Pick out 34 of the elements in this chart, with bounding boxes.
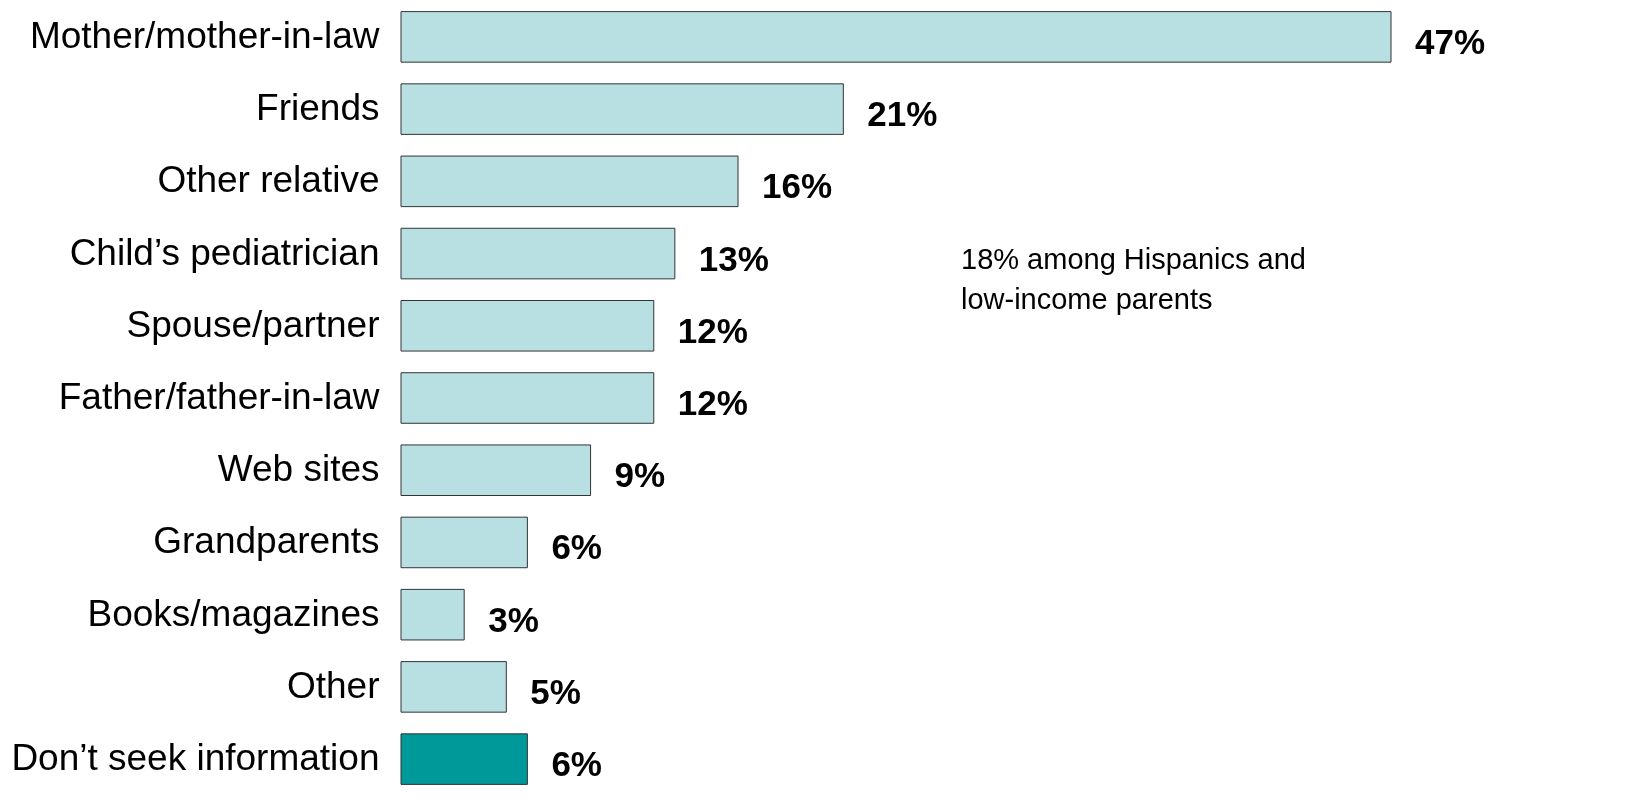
bar	[400, 444, 592, 496]
data-label: 6%	[551, 527, 602, 567]
bar	[400, 733, 528, 785]
y-tick-label: Don’t seek information	[11, 737, 380, 779]
data-label: 12%	[677, 383, 748, 422]
y-tick-label: Other relative	[157, 159, 380, 201]
bar	[400, 155, 739, 208]
bar	[400, 516, 528, 569]
y-tick-label: Books/magazines	[87, 592, 380, 634]
bar	[400, 227, 676, 280]
annotation: 18% among Hispanics and low-income parents	[961, 243, 1306, 315]
data-label: 9%	[614, 455, 666, 495]
bar	[400, 11, 1392, 63]
y-tick-label: Web sites	[217, 448, 380, 490]
y-tick-label: Child’s pediatrician	[69, 231, 380, 273]
bar	[400, 661, 507, 713]
data-label: 13%	[698, 238, 769, 278]
data-label: 3%	[488, 599, 539, 639]
data-label: 6%	[551, 744, 602, 784]
bar	[400, 372, 655, 424]
y-tick-label: Spouse/partner	[126, 303, 380, 345]
data-label: 47%	[1415, 21, 1486, 61]
data-label: 12%	[677, 310, 748, 350]
bar	[400, 300, 655, 352]
y-tick-label: Mother/mother-in-law	[29, 14, 380, 56]
bar	[400, 588, 465, 641]
data-label: 21%	[867, 94, 938, 134]
y-tick-label: Other	[286, 664, 380, 706]
y-tick-label: Father/father-in-law	[58, 376, 380, 417]
y-tick-label: Friends	[256, 87, 380, 129]
y-tick-label: Grandparents	[153, 520, 380, 562]
data-label: 5%	[530, 671, 581, 711]
data-label: 16%	[762, 166, 833, 206]
bar	[400, 83, 844, 135]
